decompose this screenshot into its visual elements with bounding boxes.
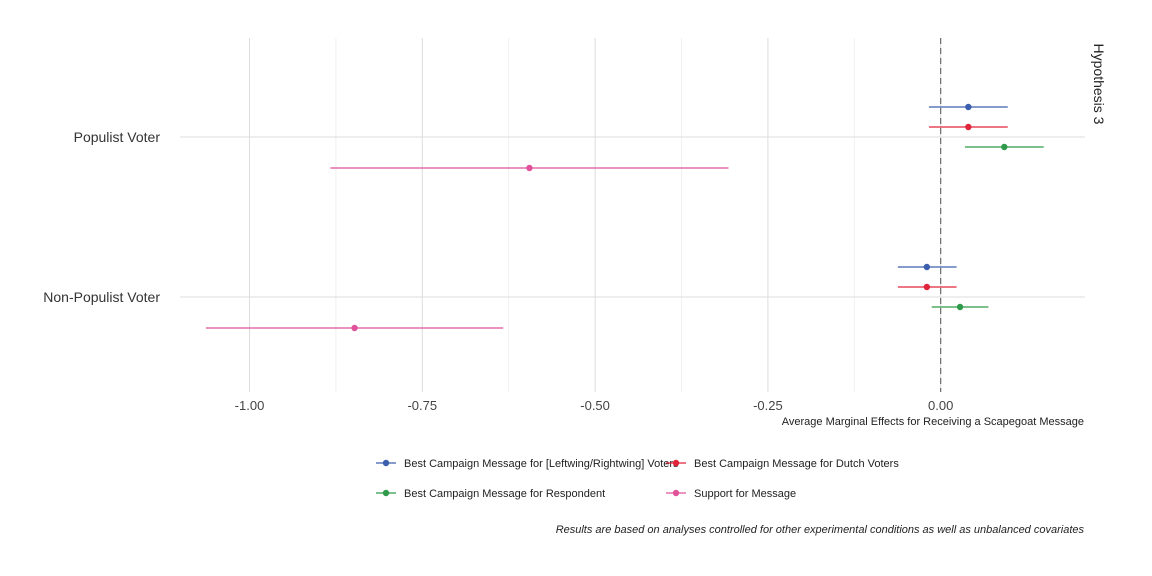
point-estimate xyxy=(923,263,931,271)
legend-item: Best Campaign Message for Respondent xyxy=(376,488,605,500)
legend: Best Campaign Message for [Leftwing/Righ… xyxy=(376,458,899,500)
facet-label: Hypothesis 3 xyxy=(1091,44,1107,125)
category-labels: Populist Voter Non-Populist Voter xyxy=(43,129,160,305)
legend-key-dot xyxy=(382,489,390,497)
legend-item: Best Campaign Message for Dutch Voters xyxy=(666,458,899,470)
legend-key-dot xyxy=(672,459,680,467)
point-estimate xyxy=(351,324,358,332)
point-estimate xyxy=(956,303,964,311)
category-label: Non-Populist Voter xyxy=(43,289,160,305)
legend-label: Best Campaign Message for Dutch Voters xyxy=(694,458,899,470)
major-gridlines xyxy=(180,38,1085,392)
x-tick-label: -0.75 xyxy=(407,398,437,413)
x-tick-label: -1.00 xyxy=(235,398,265,413)
point-estimate xyxy=(526,164,533,172)
legend-label: Best Campaign Message for [Leftwing/Righ… xyxy=(404,458,679,470)
x-tick-label: -0.25 xyxy=(753,398,783,413)
caption: Results are based on analyses controlled… xyxy=(556,524,1085,536)
x-axis-label: Average Marginal Effects for Receiving a… xyxy=(782,416,1084,428)
point-estimate xyxy=(965,103,972,111)
legend-label: Best Campaign Message for Respondent xyxy=(404,488,605,500)
x-tick-label: -0.50 xyxy=(580,398,610,413)
legend-item: Support for Message xyxy=(666,488,796,500)
x-tick-label: 0.00 xyxy=(928,398,953,413)
minor-gridlines xyxy=(335,38,855,392)
legend-key-dot xyxy=(382,459,390,467)
legend-key-dot xyxy=(672,489,680,497)
chart-marks xyxy=(205,103,1044,332)
point-estimate xyxy=(1001,143,1008,151)
x-tick-labels: -1.00 -0.75 -0.50 -0.25 0.00 xyxy=(235,398,954,413)
legend-label: Support for Message xyxy=(694,488,796,500)
legend-item: Best Campaign Message for [Leftwing/Righ… xyxy=(376,458,679,470)
point-estimate xyxy=(923,283,931,291)
point-estimate xyxy=(965,123,972,131)
category-label: Populist Voter xyxy=(74,129,161,145)
